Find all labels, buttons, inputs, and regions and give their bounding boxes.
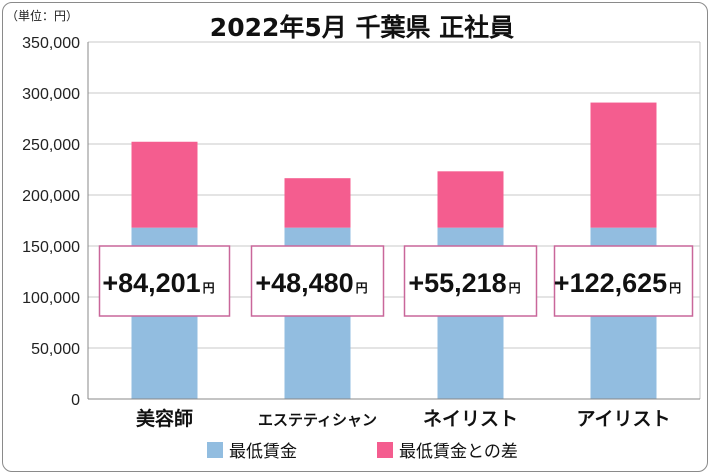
x-tick-label: 美容師 bbox=[136, 407, 193, 430]
callout-label: +122,625 円 bbox=[554, 268, 681, 298]
callout-unit: 円 bbox=[356, 281, 368, 295]
y-tick-label: 300,000 bbox=[22, 86, 80, 103]
x-tick-label: ネイリスト bbox=[423, 408, 518, 430]
callout-label: +48,480 円 bbox=[255, 268, 367, 298]
bar-difference bbox=[131, 141, 198, 228]
legend-swatch bbox=[377, 442, 393, 458]
callout-value: +84,201 bbox=[102, 268, 200, 298]
callout-unit: 円 bbox=[203, 281, 215, 295]
callout-value: +122,625 bbox=[554, 268, 667, 298]
bar-difference bbox=[284, 178, 351, 228]
y-tick-label: 100,000 bbox=[22, 290, 80, 307]
legend-swatch bbox=[207, 442, 223, 458]
callout-label: +55,218 円 bbox=[408, 268, 520, 298]
bar-difference bbox=[590, 102, 657, 228]
y-tick-label: 50,000 bbox=[31, 341, 80, 358]
y-tick-label: 250,000 bbox=[22, 137, 80, 154]
y-tick-label: 0 bbox=[71, 392, 80, 409]
callout-unit: 円 bbox=[669, 281, 681, 295]
bar-difference bbox=[437, 171, 504, 228]
y-tick-label: 150,000 bbox=[22, 239, 80, 256]
callout-value: +48,480 bbox=[255, 268, 353, 298]
callout-box bbox=[250, 245, 385, 317]
legend-label: 最低賃金との差 bbox=[399, 442, 518, 462]
callout-label: +84,201 円 bbox=[102, 268, 214, 298]
x-tick-label: アイリスト bbox=[576, 408, 670, 430]
callout-box bbox=[553, 245, 694, 317]
callout-box bbox=[403, 245, 538, 317]
x-tick-label: エステティシャン bbox=[258, 411, 377, 429]
y-tick-label: 350,000 bbox=[22, 35, 80, 52]
unit-label: （単位：円） bbox=[6, 8, 78, 23]
y-tick-label: 200,000 bbox=[22, 188, 80, 205]
chart-title: 2022年5月 千葉県 正社員 bbox=[210, 13, 514, 42]
callout-unit: 円 bbox=[509, 281, 521, 295]
callout-box bbox=[98, 245, 231, 317]
callout-value: +55,218 bbox=[408, 268, 506, 298]
chart-frame bbox=[2, 2, 708, 472]
legend-label: 最低賃金 bbox=[229, 442, 297, 462]
